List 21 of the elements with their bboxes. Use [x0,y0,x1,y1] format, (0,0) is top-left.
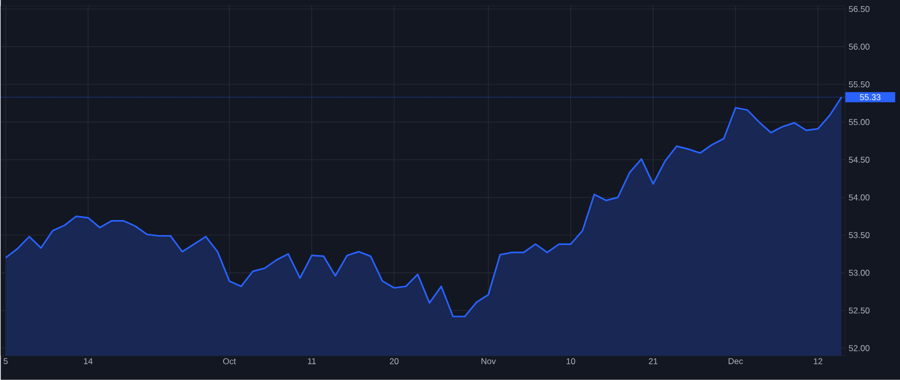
y-tick-label: 54.50 [848,156,870,163]
y-tick-label: 56.50 [848,6,870,12]
ref-line-label: 55.33 [860,94,880,100]
y-tick-label: 56.00 [848,44,870,50]
y-tick-label: 53.00 [848,270,870,276]
x-tick-label: 12 [814,358,822,364]
y-tick-label: 55.50 [848,82,870,88]
x-tick-label: Oct [223,358,236,364]
x-tick-label: 21 [648,358,658,364]
y-tick-label: 52.50 [848,308,870,314]
x-tick-label: Dec [728,358,743,364]
x-tick-label: 20 [390,358,399,364]
x-tick-label: Nov [482,358,496,364]
y-tick-label: 53.50 [848,232,870,238]
x-tick-label: 11 [308,358,316,364]
x-tick-label: 5 [4,358,8,364]
x-tick-label: 14 [84,358,93,364]
x-tick-label: 10 [566,358,576,364]
y-tick-label: 54.00 [848,194,870,201]
y-tick-label: 55.00 [848,119,870,126]
y-tick-label: 52.00 [848,345,870,352]
